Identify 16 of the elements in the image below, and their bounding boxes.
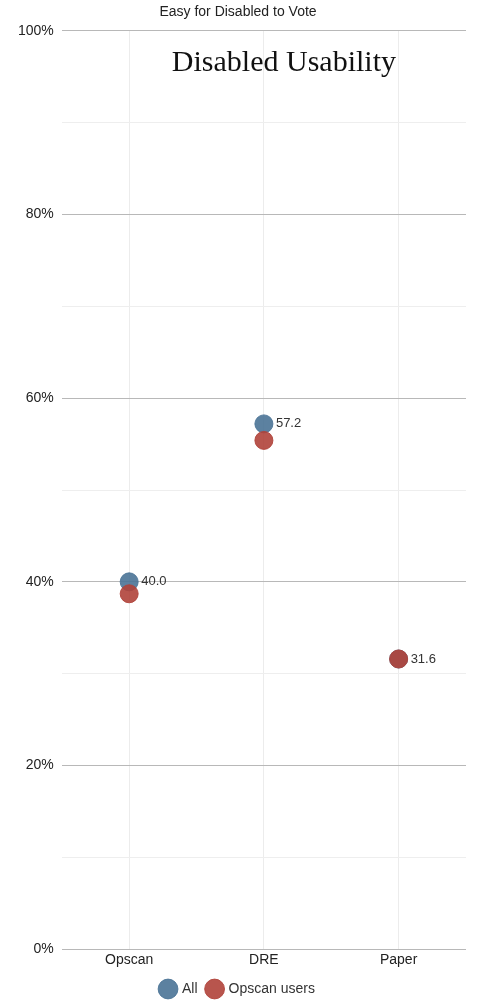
- y-tick-label: 100%: [17, 21, 54, 38]
- chart-title: Easy for Disabled to Vote: [159, 3, 317, 20]
- chart-subtitle: Disabled Usability: [171, 43, 396, 77]
- data-label: 57.2: [275, 415, 302, 431]
- y-tick-label: 60%: [25, 389, 54, 406]
- legend-label: All: [182, 979, 198, 996]
- x-tick-label: Paper: [379, 951, 418, 968]
- y-tick-label: 40%: [25, 572, 54, 589]
- y-tick-label: 80%: [25, 205, 54, 222]
- legend-label: Opscan users: [228, 979, 315, 996]
- data-label: 31.6: [410, 650, 436, 666]
- y-tick-label: 0%: [33, 940, 54, 957]
- x-tick-label: Opscan: [105, 951, 154, 968]
- data-label: 40.0: [141, 573, 167, 589]
- y-tick-label: 20%: [25, 756, 54, 773]
- x-tick-label: DRE: [249, 951, 279, 968]
